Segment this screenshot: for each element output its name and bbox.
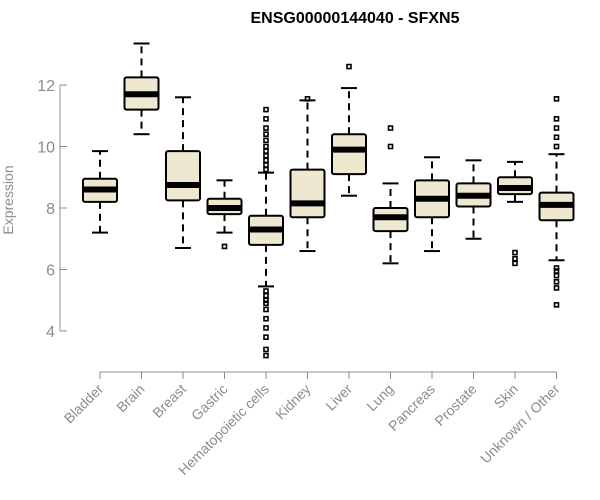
- outlier-point: [263, 334, 269, 340]
- outlier-point: [263, 162, 269, 168]
- x-tick-label: Lung: [363, 381, 396, 414]
- outlier-point: [304, 96, 311, 102]
- outlier-point: [512, 249, 518, 256]
- outlier-point: [263, 143, 269, 150]
- outlier-point: [221, 243, 228, 250]
- outlier-point: [263, 148, 269, 154]
- box-pancreas: [414, 156, 450, 253]
- box-liver: [331, 63, 367, 197]
- x-tick-label: Breast: [149, 381, 189, 421]
- box-unknown-other: [538, 96, 575, 308]
- outlier-point: [553, 96, 560, 102]
- x-tick-label: Skin: [491, 381, 522, 412]
- outlier-point: [263, 306, 269, 313]
- box-kidney: [289, 96, 326, 253]
- outlier-point: [263, 288, 269, 294]
- outlier-point: [263, 346, 269, 353]
- outlier-point: [512, 255, 518, 262]
- plot-area: [82, 42, 575, 359]
- outlier-point: [512, 260, 518, 267]
- box-breast: [165, 96, 201, 249]
- box-skin: [497, 160, 533, 267]
- outlier-point: [263, 116, 269, 122]
- x-tick-label: Bladder: [61, 381, 107, 427]
- x-tick-label: Prostate: [431, 381, 479, 429]
- outlier-point: [263, 300, 269, 307]
- y-tick-label: 10: [37, 140, 55, 157]
- outlier-point: [263, 166, 269, 173]
- outlier-point: [553, 134, 560, 141]
- box-hematopoietic-cells: [248, 106, 284, 359]
- outlier-point: [263, 106, 269, 113]
- outlier-point: [553, 143, 560, 150]
- outlier-point: [553, 285, 560, 291]
- outlier-point: [263, 131, 269, 137]
- box-brain: [123, 42, 160, 136]
- outlier-point: [553, 278, 560, 285]
- x-tick-label: Liver: [322, 381, 355, 414]
- chart-title: ENSG00000144040 - SFXN5: [250, 10, 459, 27]
- y-axis: 4 6 8 10 12: [37, 78, 67, 341]
- iqr-box: [289, 168, 326, 219]
- outlier-point: [387, 125, 394, 131]
- y-axis-label: Expression: [0, 165, 16, 234]
- outlier-point: [263, 325, 269, 331]
- outlier-point: [553, 272, 560, 279]
- box-bladder: [82, 150, 118, 234]
- outlier-point: [387, 143, 394, 150]
- y-tick-label: 12: [37, 78, 55, 95]
- outlier-point: [553, 116, 560, 122]
- box-prostate: [455, 159, 492, 240]
- outlier-point: [263, 125, 269, 131]
- outlier-point: [263, 292, 269, 299]
- x-tick-label: Unknown / Other: [477, 381, 563, 467]
- y-tick-label: 6: [46, 263, 55, 280]
- outlier-point: [346, 63, 352, 70]
- outlier-point: [263, 152, 269, 159]
- outlier-point: [553, 265, 560, 271]
- y-tick-label: 4: [46, 324, 55, 341]
- outlier-point: [263, 157, 269, 164]
- iqr-box: [331, 133, 367, 176]
- outlier-point: [553, 302, 560, 308]
- outlier-point: [263, 297, 269, 304]
- x-tick-label: Brain: [113, 381, 147, 415]
- outlier-point: [553, 125, 560, 131]
- x-tick-label: Kidney: [272, 381, 314, 423]
- outlier-point: [553, 268, 560, 274]
- y-tick-label: 8: [46, 201, 55, 218]
- outlier-point: [263, 315, 269, 322]
- outlier-point: [263, 352, 269, 359]
- outlier-point: [263, 137, 269, 144]
- iqr-box: [165, 150, 201, 202]
- box-gastric: [206, 179, 243, 250]
- box-lung: [372, 125, 409, 265]
